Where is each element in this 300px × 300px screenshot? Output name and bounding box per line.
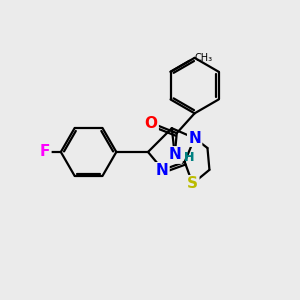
Text: N: N (155, 163, 168, 178)
Text: N: N (188, 130, 201, 146)
Text: H: H (184, 152, 194, 164)
Text: O: O (145, 116, 158, 131)
Text: S: S (187, 176, 198, 191)
Text: CH₃: CH₃ (194, 53, 212, 63)
Text: N: N (155, 163, 168, 178)
Text: F: F (40, 145, 50, 160)
Text: H: H (184, 152, 194, 164)
Text: F: F (40, 145, 50, 160)
Text: S: S (187, 176, 198, 191)
Text: N: N (168, 148, 181, 163)
Text: O: O (145, 116, 158, 131)
Text: N: N (168, 148, 181, 163)
Text: N: N (188, 130, 201, 146)
